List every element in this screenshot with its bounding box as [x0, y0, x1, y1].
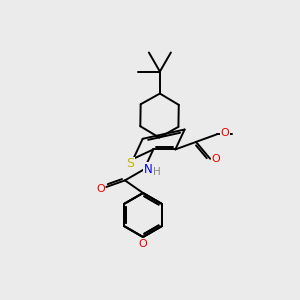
Text: N: N — [144, 163, 152, 176]
Text: S: S — [126, 157, 134, 170]
Text: O: O — [96, 184, 105, 194]
Text: O: O — [212, 154, 220, 164]
Text: H: H — [153, 167, 161, 177]
Text: O: O — [139, 239, 147, 249]
Text: O: O — [220, 128, 229, 138]
